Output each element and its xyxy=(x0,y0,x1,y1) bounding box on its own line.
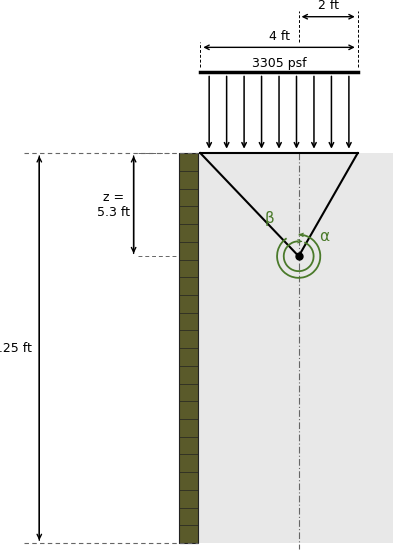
Text: 4 ft: 4 ft xyxy=(268,30,290,43)
Text: 3305 psf: 3305 psf xyxy=(252,57,306,70)
Text: 15.25 ft: 15.25 ft xyxy=(0,341,31,355)
Text: 2 ft: 2 ft xyxy=(318,0,339,12)
Text: z =
5.3 ft: z = 5.3 ft xyxy=(97,190,130,219)
Text: α: α xyxy=(319,229,329,244)
Bar xyxy=(179,153,198,543)
Bar xyxy=(198,153,393,543)
Text: β: β xyxy=(264,211,274,226)
